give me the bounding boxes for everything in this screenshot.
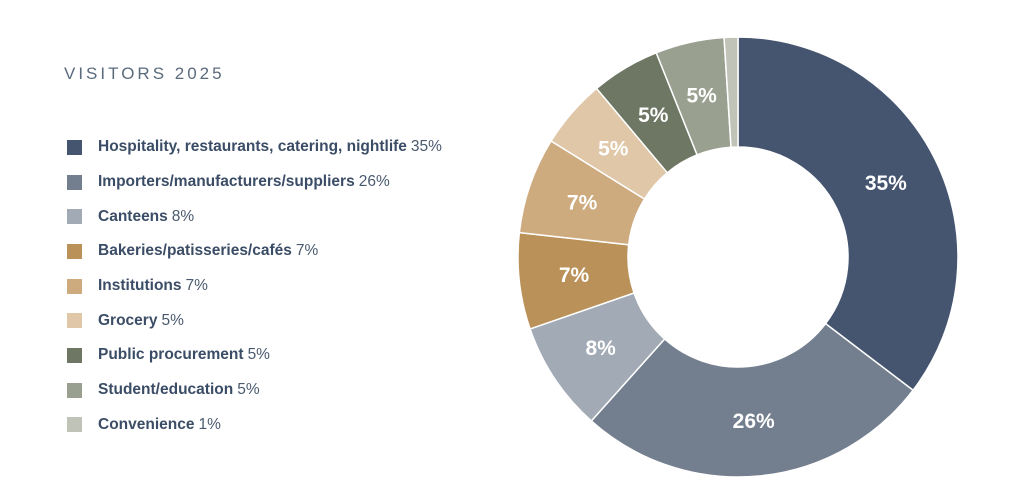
legend-label: Importers/manufacturers/suppliers [98, 173, 355, 191]
legend-item: Convenience 1% [67, 408, 442, 443]
legend-swatch [67, 347, 82, 363]
legend-item: Canteens 8% [67, 199, 442, 234]
legend-percent: 5% [237, 381, 260, 399]
legend-swatch [67, 278, 82, 294]
legend-percent: 26% [358, 173, 390, 191]
legend-percent: 5% [247, 346, 270, 364]
legend-item: Institutions 7% [67, 269, 442, 304]
slice-value-label: 8% [585, 337, 616, 360]
legend-percent: 8% [171, 207, 195, 225]
legend-percent: 35% [410, 138, 442, 156]
legend-label: Public procurement [98, 346, 244, 364]
donut-slice [590, 322, 915, 478]
legend-label: Institutions [98, 277, 182, 295]
slice-value-label: 35% [865, 172, 907, 195]
slice-value-label: 7% [567, 192, 598, 215]
chart-title: VISITORS 2025 [64, 64, 225, 83]
legend-item: Public procurement 5% [67, 338, 442, 373]
legend-label: Canteens [98, 207, 168, 225]
legend-swatch [67, 417, 82, 433]
legend-item: Importers/manufacturers/suppliers 26% [67, 165, 442, 200]
legend-swatch [67, 174, 82, 190]
legend-label: Convenience [98, 415, 195, 433]
donut-slice [723, 36, 739, 149]
legend-label: Student/education [98, 381, 234, 399]
legend-item: Hospitality, restaurants, catering, nigh… [67, 130, 442, 165]
legend-percent: 1% [198, 415, 221, 433]
slice-value-label: 26% [733, 410, 775, 433]
legend-item: Bakeries/patisseries/cafés 7% [67, 234, 442, 269]
legend-swatch [67, 243, 82, 259]
slice-value-label: 5% [638, 104, 669, 127]
slice-value-label: 5% [686, 85, 717, 108]
legend-swatch [67, 313, 82, 329]
legend-label: Grocery [98, 311, 158, 329]
legend-label: Hospitality, restaurants, catering, nigh… [98, 138, 407, 156]
legend-percent: 7% [295, 242, 319, 260]
legend-swatch [67, 209, 82, 225]
slice-value-label: 5% [598, 137, 629, 160]
legend-percent: 5% [161, 311, 184, 329]
slice-value-label: 7% [559, 264, 590, 287]
donut-slice [737, 36, 959, 392]
legend-item: Grocery 5% [67, 303, 442, 338]
legend-swatch [67, 382, 82, 398]
legend-label: Bakeries/patisseries/cafés [98, 242, 292, 260]
legend-item: Student/education 5% [67, 373, 442, 408]
legend-percent: 7% [185, 277, 208, 295]
chart-legend: Hospitality, restaurants, catering, nigh… [67, 130, 442, 442]
legend-swatch [67, 139, 82, 155]
